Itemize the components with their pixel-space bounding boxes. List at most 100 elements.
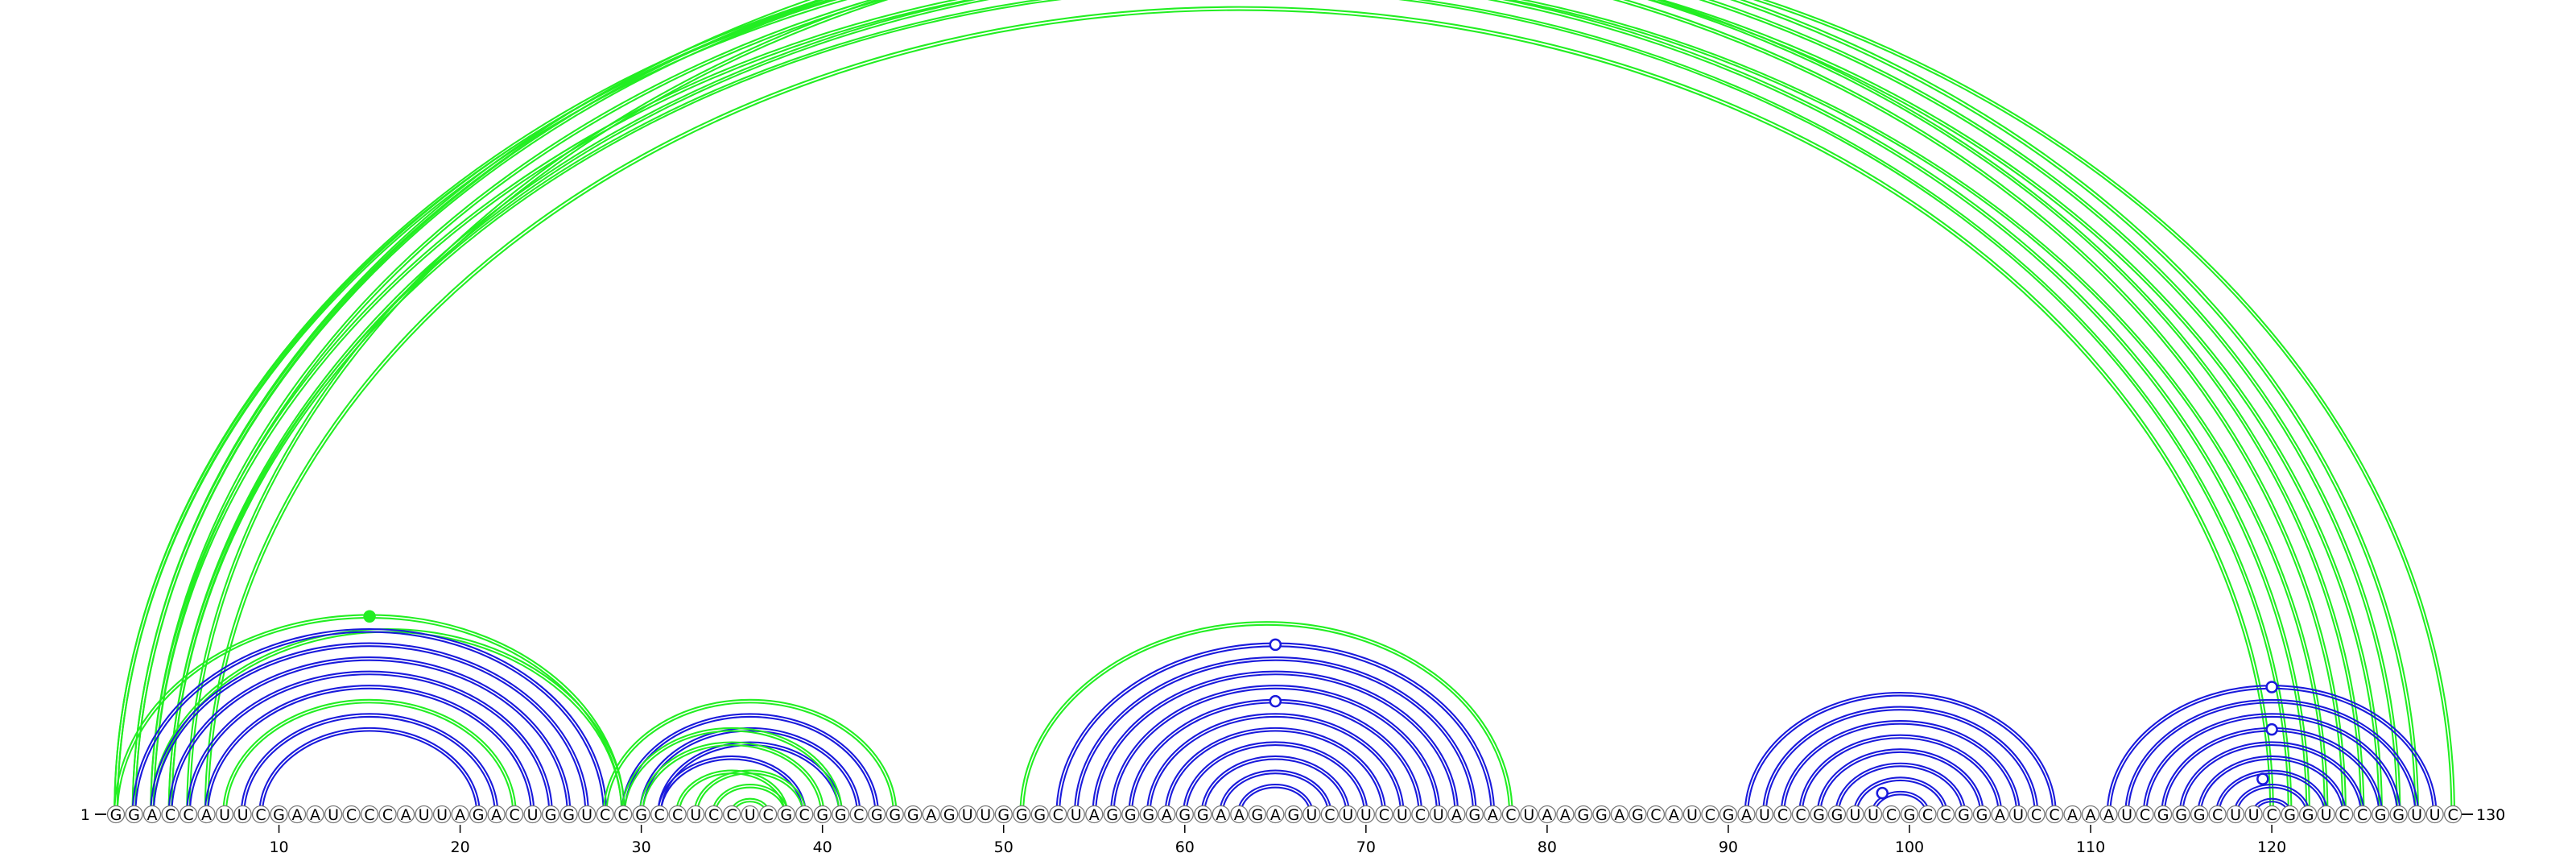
nucleotide-circle bbox=[287, 805, 307, 824]
nucleotide: U bbox=[1393, 805, 1412, 824]
nucleotide-circle bbox=[1719, 805, 1738, 824]
arc-116-124-line2 bbox=[2197, 755, 2347, 815]
nucleotide: U bbox=[1864, 805, 1883, 824]
nucleotide-letter: G bbox=[1287, 806, 1299, 824]
nucleotide-letter: U bbox=[237, 806, 249, 824]
nucleotide-letter: C bbox=[382, 806, 393, 824]
arc-6-24-line2 bbox=[204, 685, 535, 815]
nucleotide-circle bbox=[487, 805, 506, 824]
nucleotide-circle bbox=[1882, 805, 1901, 824]
nucleotide-circle bbox=[378, 805, 397, 824]
nucleotide-circle bbox=[632, 805, 650, 824]
nucleotide: G bbox=[2153, 805, 2173, 824]
nucleotide: A bbox=[396, 805, 415, 824]
nucleotide-letter: A bbox=[1488, 806, 1498, 824]
nucleotide-circle bbox=[142, 805, 162, 824]
nucleotide: A bbox=[2099, 805, 2118, 824]
nucleotide-circle bbox=[1991, 805, 2009, 824]
nucleotide-letter: U bbox=[745, 806, 756, 824]
nucleotide-letter: C bbox=[1379, 806, 1389, 824]
nucleotide-letter: A bbox=[1162, 806, 1172, 824]
ticks-layer: 10 20 30 40 50 60 70 80 90 100 110 120 bbox=[269, 825, 2286, 856]
arc-96-103-line1 bbox=[1837, 765, 1963, 815]
nucleotide-letter: U bbox=[219, 806, 230, 824]
nucleotide-circle bbox=[1592, 805, 1611, 824]
arc-7-23-line1 bbox=[225, 702, 514, 815]
nucleotide-letter: U bbox=[527, 806, 539, 824]
nucleotide-circle bbox=[1175, 805, 1194, 824]
nucleotide-letter: A bbox=[1216, 806, 1226, 824]
nucleotide-circle bbox=[451, 805, 469, 824]
arc-3-126-line2 bbox=[150, 0, 2383, 815]
nucleotide-letter: A bbox=[201, 806, 212, 824]
nucleotide-letter: G bbox=[1596, 806, 1608, 824]
nucleotide-circle bbox=[1556, 805, 1575, 824]
arc-60-70-line1 bbox=[1185, 743, 1366, 815]
nucleotide-circle bbox=[1972, 805, 1992, 824]
arc-96-103-line2 bbox=[1835, 763, 1967, 815]
arc-59-71-line1 bbox=[1167, 730, 1384, 815]
nucleotide-circle bbox=[523, 805, 542, 824]
nucleotide: G bbox=[2371, 805, 2390, 824]
arc-91-108-line2 bbox=[1744, 692, 2057, 815]
nucleotide-letter: C bbox=[1922, 806, 1933, 824]
nucleotide: U bbox=[577, 805, 597, 824]
arc-59-71-line2 bbox=[1164, 727, 1387, 815]
nucleotide: G bbox=[1592, 805, 1611, 824]
nucleotide: C bbox=[759, 805, 778, 824]
nucleotide-circle bbox=[1501, 805, 1521, 824]
nucleotide-circle bbox=[1629, 805, 1647, 824]
nucleotide-circle bbox=[1266, 805, 1285, 824]
nucleotide-letter: C bbox=[1705, 806, 1715, 824]
tick-label-110: 110 bbox=[2076, 838, 2105, 856]
nucleotide: C bbox=[2136, 805, 2154, 824]
nucleotide-circle bbox=[849, 805, 868, 824]
arc-56-74-line1 bbox=[1113, 687, 1439, 815]
nucleotide-letter: G bbox=[2302, 806, 2314, 824]
nucleotide-circle bbox=[922, 805, 940, 824]
nucleotide: U bbox=[958, 805, 976, 824]
nucleotide: G bbox=[777, 805, 795, 824]
nucleotide-letter: C bbox=[799, 806, 810, 824]
nucleotide-letter: G bbox=[1723, 806, 1735, 824]
nucleotide: A bbox=[1991, 805, 2009, 824]
nucleotide: U bbox=[215, 805, 234, 824]
arc-marker-117-122 bbox=[2256, 772, 2269, 785]
nucleotide-circle bbox=[2081, 805, 2100, 824]
tick-label-40: 40 bbox=[813, 838, 832, 856]
nucleotide-circle bbox=[1356, 805, 1375, 824]
nucleotide-letter: U bbox=[1759, 806, 1770, 824]
tick-label-90: 90 bbox=[1719, 838, 1738, 856]
nucleotide-letter: G bbox=[1632, 806, 1644, 824]
nucleotide: C bbox=[342, 805, 361, 824]
nucleotide: U bbox=[2407, 805, 2426, 824]
nucleotide-letter: C bbox=[2448, 806, 2458, 824]
arc-62-68-line2 bbox=[1218, 769, 1332, 815]
arc-4-121-line1 bbox=[171, 0, 2289, 815]
nucleotide-circle bbox=[1900, 805, 1919, 824]
nucleotide-circle bbox=[1284, 805, 1302, 824]
nucleotide-letter: A bbox=[401, 806, 411, 824]
nucleotide: G bbox=[2172, 805, 2190, 824]
nucleotide-letter: U bbox=[419, 806, 430, 824]
nucleotide-letter: G bbox=[2284, 806, 2296, 824]
nucleotide-letter: U bbox=[2429, 806, 2441, 824]
nucleotide-circle bbox=[505, 805, 524, 824]
arc-63-67-line1 bbox=[1240, 786, 1311, 815]
nucleotide-letter: G bbox=[1142, 806, 1154, 824]
arc-3-122-line1 bbox=[154, 0, 2306, 814]
arc-33-39-line1 bbox=[696, 772, 804, 815]
arc-7-23-line2 bbox=[222, 698, 517, 815]
nucleotide-letter: A bbox=[491, 806, 502, 824]
nucleotide: U bbox=[741, 805, 759, 824]
arc-118-122-line2 bbox=[2233, 784, 2310, 815]
nucleotide: C bbox=[1049, 805, 1067, 824]
tick-label-50: 50 bbox=[994, 838, 1013, 856]
nucleotide-letter: U bbox=[1397, 806, 1408, 824]
nucleotide-letter: U bbox=[2230, 806, 2241, 824]
nucleotide-circle bbox=[832, 805, 850, 824]
nucleotide-circle bbox=[650, 805, 669, 824]
nucleotide-circle bbox=[2371, 805, 2390, 824]
nucleotide-circle bbox=[1447, 805, 1466, 824]
nucleotide-letter: G bbox=[780, 806, 792, 824]
